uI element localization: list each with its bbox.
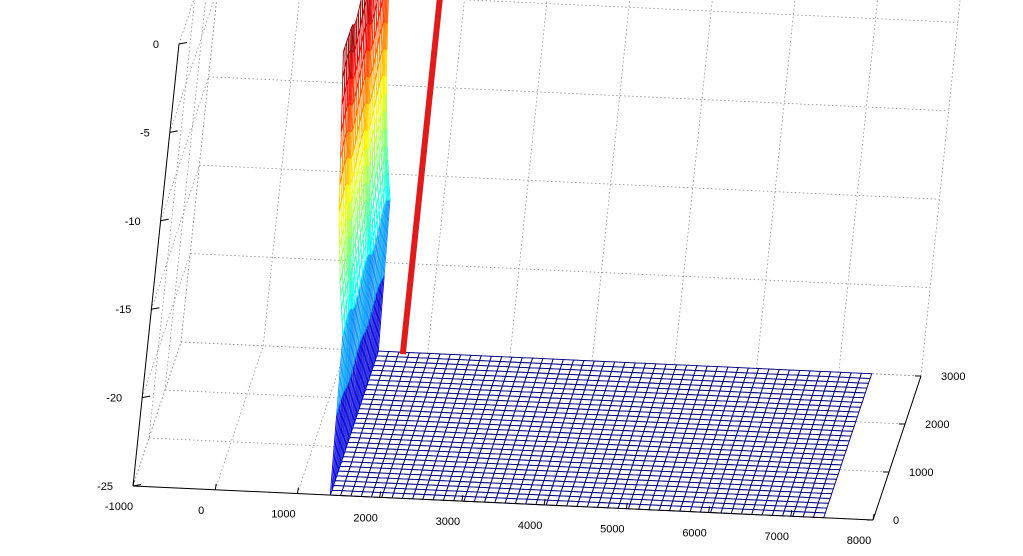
- x-tick-label: 2000: [353, 512, 377, 524]
- x-tick: [296, 487, 299, 494]
- grid-line: [461, 0, 958, 23]
- surface-mesh: [329, 0, 873, 519]
- grid-line: [214, 345, 264, 490]
- z-tick: [132, 484, 142, 487]
- grid-line: [160, 76, 209, 221]
- x-tick-label: 4000: [518, 520, 542, 532]
- grid-line: [838, 0, 878, 373]
- marker-layer: [399, 0, 443, 355]
- z-tick: [160, 218, 169, 222]
- x-tick: [625, 502, 628, 509]
- x-axis-line: [132, 485, 874, 521]
- x-tick: [214, 483, 217, 490]
- grid-line: [132, 341, 182, 487]
- z-tick: [142, 395, 151, 399]
- surface-cell: [342, 46, 346, 79]
- x-tick-label: 1000: [271, 509, 295, 521]
- y-tick-label: 3000: [941, 371, 965, 383]
- grid-line: [148, 0, 195, 439]
- x-tick: [379, 491, 382, 498]
- x-tick: [461, 495, 464, 502]
- grid-line: [169, 0, 215, 133]
- grid-line: [199, 164, 940, 200]
- y-axis-line: [872, 375, 922, 521]
- x-tick-label: -1000: [105, 501, 133, 513]
- x-tick: [543, 498, 546, 505]
- grid-line: [756, 0, 796, 369]
- grid-line: [591, 0, 631, 361]
- grid-line: [178, 0, 195, 45]
- grid-line: [151, 165, 200, 310]
- x-tick-label: 8000: [847, 535, 871, 547]
- x-tick-label: 6000: [682, 527, 706, 539]
- z-tick: [151, 307, 160, 310]
- z-tick-label: -10: [125, 216, 141, 228]
- grid-line: [262, 0, 300, 346]
- x-tick: [708, 506, 711, 513]
- x-tick: [790, 510, 793, 517]
- z-tick-label: 0: [153, 39, 159, 51]
- grid-line: [164, 0, 206, 391]
- grid-line: [509, 0, 548, 358]
- z-tick-label: -15: [115, 304, 131, 316]
- z-tick-label: -5: [140, 127, 150, 139]
- grid-line: [190, 253, 931, 288]
- y-tick-label: 0: [893, 515, 899, 527]
- y-tick-label: 1000: [909, 467, 933, 479]
- tick-labels: 0 -5 -10 -15 -20 -25 -1000 0 1000 2000 3000 4000 500…: [97, 39, 965, 547]
- z-axis-line: [132, 43, 180, 487]
- grid-line: [208, 76, 949, 112]
- grid-line: [297, 349, 346, 494]
- grid-line: [673, 0, 713, 365]
- x-tick: [132, 479, 135, 487]
- axes: [132, 42, 922, 521]
- x-tick-label: 7000: [765, 531, 789, 543]
- z-tick-label: -20: [106, 393, 122, 405]
- x-tick: [872, 513, 875, 521]
- marker-line: [399, 0, 443, 355]
- z-tick: [178, 42, 188, 45]
- x-tick-label: 3000: [436, 516, 460, 528]
- x-tick-label: 5000: [600, 524, 624, 536]
- grid-line: [920, 0, 961, 377]
- y-tick-label: 2000: [925, 419, 949, 431]
- x-tick-label: 0: [198, 505, 204, 517]
- z-tick-label: -25: [97, 481, 113, 493]
- grid-line: [141, 253, 191, 398]
- z-tick: [169, 130, 178, 133]
